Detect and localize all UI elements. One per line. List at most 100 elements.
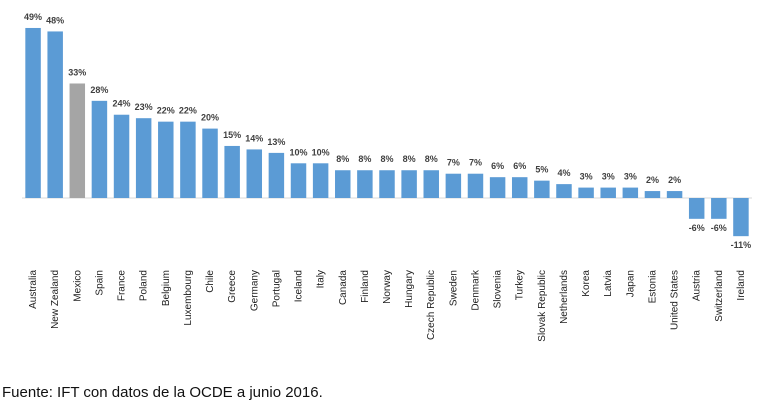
bar-spain	[91, 100, 108, 198]
data-label: 3%	[580, 172, 593, 182]
chart-svg: 49% Australia 48% New Zealand 33% Mexico 28% Sp…	[22, 12, 752, 342]
category-label: Hungary	[404, 270, 415, 308]
category-label: Iceland	[294, 270, 305, 302]
bar-latvia	[600, 187, 616, 198]
data-label: 13%	[267, 137, 285, 147]
category-label: New Zealand	[50, 270, 61, 329]
data-label: 22%	[157, 106, 175, 116]
data-label: 49%	[24, 12, 42, 22]
category-label: Switzerland	[714, 270, 725, 322]
bar-belgium	[158, 121, 174, 198]
data-label: 8%	[380, 154, 393, 164]
bar-japan	[622, 187, 639, 198]
bar-chile	[202, 128, 218, 198]
bar-united-states	[666, 191, 683, 198]
category-label: Poland	[139, 270, 150, 301]
category-label: Estonia	[647, 270, 658, 304]
category-label: Slovak Republic	[537, 270, 548, 342]
data-label: 28%	[90, 85, 108, 95]
category-label: Australia	[28, 270, 39, 309]
bar-chart: 49% Australia 48% New Zealand 33% Mexico 28% Sp…	[22, 12, 752, 342]
data-label: -11%	[731, 240, 752, 250]
data-label: 24%	[113, 99, 131, 109]
source-note: Fuente: IFT con datos de la OCDE a junio…	[2, 384, 323, 401]
category-label: Ireland	[736, 270, 747, 301]
data-label: 3%	[602, 172, 615, 182]
category-label: Luxembourg	[183, 270, 194, 326]
bar-turkey	[511, 177, 528, 198]
data-label: 2%	[668, 175, 681, 185]
data-label: -6%	[711, 223, 727, 233]
bar-portugal	[268, 152, 285, 198]
category-label: Germany	[249, 270, 260, 311]
bar-denmark	[467, 173, 484, 198]
data-label: 8%	[425, 154, 438, 164]
data-label: 5%	[535, 165, 548, 175]
data-label: 15%	[223, 130, 241, 140]
data-label: 10%	[312, 147, 330, 157]
data-label: 4%	[557, 168, 570, 178]
bar-finland	[357, 170, 373, 198]
bar-austria	[688, 198, 705, 219]
data-label: 8%	[358, 154, 371, 164]
bar-australia	[25, 27, 41, 198]
category-label: Greece	[227, 270, 238, 303]
data-label: 14%	[245, 133, 263, 143]
category-label: Spain	[94, 270, 105, 296]
category-label: Denmark	[470, 269, 481, 311]
bar-hungary	[401, 170, 417, 198]
category-label: Turkey	[515, 270, 526, 300]
data-label: 33%	[68, 67, 86, 77]
bar-netherlands	[556, 184, 572, 198]
category-label: Canada	[338, 270, 349, 305]
data-label: 23%	[135, 102, 153, 112]
bar-sweden	[445, 173, 462, 198]
bar-korea	[578, 187, 594, 198]
category-label: Netherlands	[559, 270, 570, 324]
category-label: United States	[670, 270, 681, 330]
bar-ireland	[733, 198, 749, 237]
category-label: Latvia	[603, 270, 614, 297]
bar-switzerland	[711, 198, 727, 219]
data-label: 6%	[491, 161, 504, 171]
data-label: 10%	[290, 147, 308, 157]
data-label: 8%	[403, 154, 416, 164]
data-label: 7%	[469, 158, 482, 168]
category-label: Chile	[205, 270, 216, 293]
bar-new-zealand	[47, 31, 63, 198]
bar-mexico	[69, 83, 86, 198]
bar-italy	[312, 163, 329, 198]
data-label: 22%	[179, 106, 197, 116]
category-label: Sweden	[448, 270, 459, 306]
bar-france	[113, 114, 130, 198]
data-label: 2%	[646, 175, 659, 185]
bar-greece	[224, 145, 240, 198]
category-label: Italy	[316, 270, 327, 288]
category-label: Finland	[360, 270, 371, 303]
category-label: Austria	[692, 270, 703, 302]
category-label: Slovenia	[493, 270, 504, 309]
category-label: Portugal	[271, 270, 282, 307]
data-label: 48%	[46, 15, 64, 25]
data-label: 8%	[336, 154, 349, 164]
category-label: Czech Republic	[426, 270, 437, 340]
category-label: France	[117, 270, 128, 302]
data-label: 6%	[513, 161, 526, 171]
bar-slovenia	[489, 177, 506, 198]
bar-luxembourg	[180, 121, 196, 198]
bar-canada	[335, 170, 351, 198]
category-label: Mexico	[72, 270, 83, 302]
bar-iceland	[290, 163, 307, 198]
category-label: Norway	[382, 270, 393, 304]
category-label: Belgium	[161, 270, 172, 306]
data-label: 20%	[201, 113, 219, 123]
bar-germany	[246, 149, 263, 198]
bar-czech-republic	[423, 170, 439, 198]
bar-estonia	[644, 191, 661, 198]
data-label: 7%	[447, 158, 460, 168]
bar-norway	[379, 170, 395, 198]
data-label: -6%	[689, 223, 705, 233]
data-label: 3%	[624, 172, 637, 182]
category-label: Japan	[625, 270, 636, 297]
bar-poland	[135, 118, 152, 198]
